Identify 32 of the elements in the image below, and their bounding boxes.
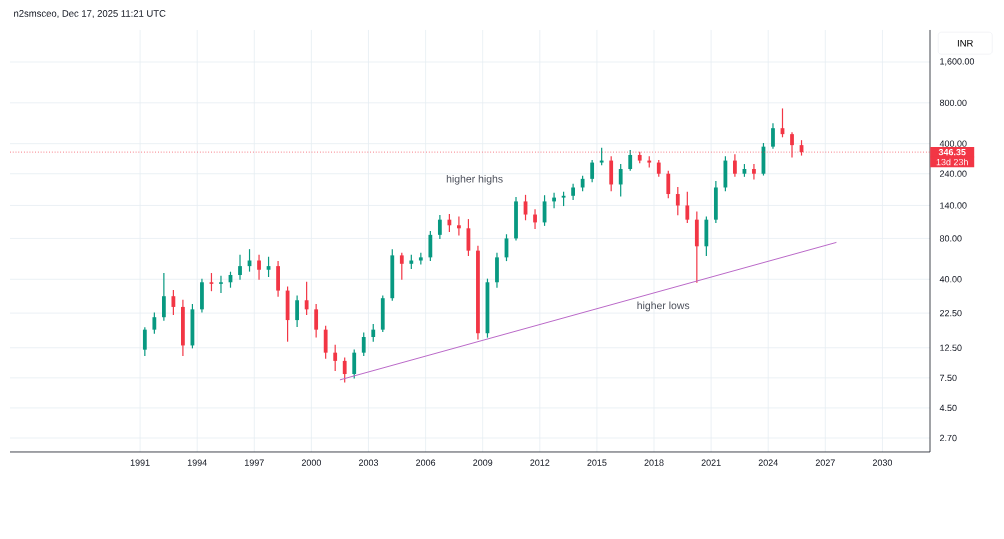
y-tick-label: 12.50 xyxy=(940,344,962,351)
y-tick-label: 4.50 xyxy=(939,404,957,412)
x-tick-label: 2027 xyxy=(815,459,835,466)
x-tick-label: 2024 xyxy=(758,459,778,466)
text: 13d 23h xyxy=(936,158,968,166)
y-tick-label: 400.00 xyxy=(939,140,967,147)
x-tick-label: 2015 xyxy=(587,459,607,466)
x-tick-label: 1991 xyxy=(130,459,150,466)
x-tick-label: 2009 xyxy=(473,459,493,466)
y-tick-label: 80.00 xyxy=(939,235,962,242)
x-tick-label: 1994 xyxy=(187,459,207,466)
y-tick-label: 800.00 xyxy=(939,99,967,106)
y-tick-label: 240.00 xyxy=(939,170,967,177)
x-tick-label: 2012 xyxy=(530,459,550,466)
y-tick-label: 22.50 xyxy=(939,309,962,317)
x-tick-label: 2030 xyxy=(872,459,893,466)
x-tick-label: 2000 xyxy=(301,459,322,466)
y-tick-label: 140.00 xyxy=(940,202,967,209)
x-tick-label: 2021 xyxy=(701,459,721,466)
x-tick-label: 1997 xyxy=(245,459,264,466)
y-tick-label: 40.00 xyxy=(939,276,962,283)
y-tick-label: 7.50 xyxy=(939,374,957,382)
x-tick-label: 2018 xyxy=(644,459,664,466)
annotation: higher lows xyxy=(637,301,690,312)
chart-title: n2smsceo, Dec 17, 2025 11:21 UTC xyxy=(14,10,166,18)
annotation: higher highs xyxy=(446,174,503,185)
y-tick-label: 2.70 xyxy=(939,434,957,442)
x-tick-label: 2003 xyxy=(358,459,379,466)
y-axis-title: INR xyxy=(957,39,973,47)
ref-line-label: 346.35 xyxy=(938,148,966,156)
x-tick-label: 2006 xyxy=(416,459,436,466)
y-tick-label: 1,600.00 xyxy=(940,58,975,66)
